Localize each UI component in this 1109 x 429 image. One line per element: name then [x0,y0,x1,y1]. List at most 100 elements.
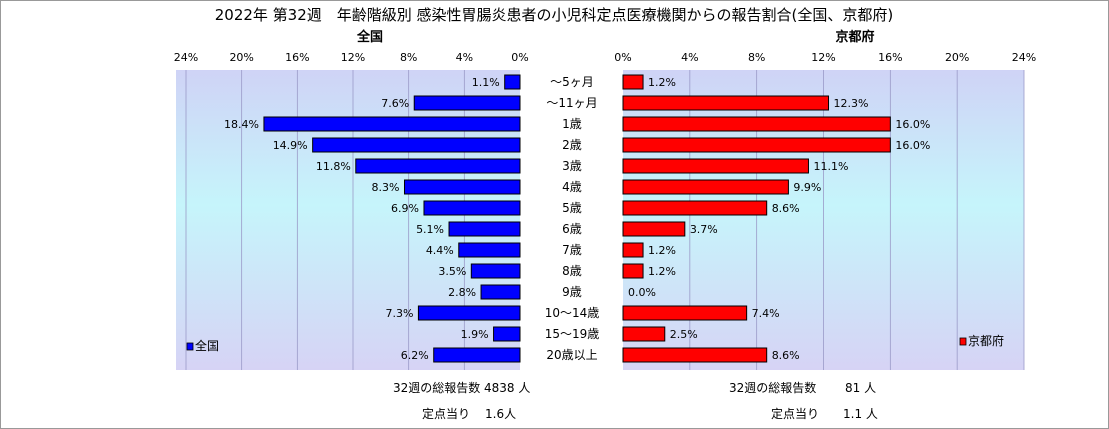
right-summary: 32週の総報告数 81 人 定点当り 1.1 人 [729,380,878,421]
right-bar [622,305,748,321]
category-label: 1歳 [562,117,582,131]
left-bar-label: 6.2% [401,349,429,362]
left-bar-label: 11.8% [316,160,351,173]
left-bar [413,95,521,111]
right-total-value: 81 人 [845,381,876,395]
right-per-value: 1.1 人 [843,407,878,421]
left-bar-label: 3.5% [438,265,466,278]
category-label: 7歳 [562,243,582,257]
left-x-tick-label: 4% [456,51,473,64]
right-bar-label: 2.5% [670,328,698,341]
left-panel-title: 全国 [356,29,383,45]
left-bar [504,74,521,90]
left-x-tick-label: 16% [285,51,309,64]
right-bar [622,116,891,132]
right-bar-label: 11.1% [813,160,848,173]
category-label: 8歳 [562,264,582,278]
left-total-label: 32週の総報告数 [393,380,480,395]
left-x-tick-label: 24% [174,51,198,64]
left-bar [458,242,521,258]
left-bar [263,116,521,132]
right-x-tick-label: 12% [811,51,835,64]
right-bar [622,242,644,258]
right-x-tick-label: 8% [748,51,765,64]
left-bar [448,221,521,237]
left-bar [417,305,521,321]
right-bar [622,221,686,237]
category-label: 4歳 [562,180,582,194]
category-label: 9歳 [562,285,582,299]
right-bar [622,326,666,342]
left-bar [355,158,521,174]
left-bar-label: 1.9% [461,328,489,341]
left-legend-swatch [186,342,194,351]
left-x-tick-label: 8% [400,51,417,64]
category-label: 15～19歳 [545,327,600,341]
left-total-value: 4838 人 [484,381,530,395]
right-bar-label: 9.9% [793,181,821,194]
right-bar [622,74,644,90]
category-label: 2歳 [562,138,582,152]
right-bar [622,263,644,279]
right-bar-label: 1.2% [648,76,676,89]
left-bar [433,347,521,363]
left-bar [493,326,521,342]
right-x-tick-label: 24% [1012,51,1036,64]
left-bar [312,137,521,153]
right-x-tick-label: 4% [681,51,698,64]
left-bar-label: 14.9% [273,139,308,152]
left-bar-label: 7.3% [385,307,413,320]
right-legend-label: 京都府 [968,333,1004,348]
left-bar-label: 7.6% [381,97,409,110]
right-bar-label: 7.4% [752,307,780,320]
category-label: ～11ヶ月 [546,96,597,110]
left-bar-label: 18.4% [224,118,259,131]
right-per-label: 定点当り [771,406,819,421]
right-bar-label: 16.0% [895,118,930,131]
left-bar [480,284,521,300]
right-bar-label: 0.0% [628,286,656,299]
category-label: 5歳 [562,201,582,215]
left-bar-label: 8.3% [372,181,400,194]
right-bar-label: 12.3% [834,97,869,110]
right-bar [622,158,809,174]
left-summary: 32週の総報告数 4838 人 定点当り 1.6人 [393,380,530,421]
category-label: 10～14歳 [545,306,600,320]
left-bar [423,200,521,216]
category-label: 6歳 [562,222,582,236]
right-x-tick-label: 0% [614,51,631,64]
chart-title: 2022年 第32週 年齢階級別 感染性胃腸炎患者の小児科定点医療機関からの報告… [215,6,894,24]
right-x-tick-label: 20% [945,51,969,64]
left-bar-label: 1.1% [472,76,500,89]
right-panel-title: 京都府 [835,29,874,45]
right-legend: 京都府 [959,333,1004,348]
left-x-tick-label: 20% [229,51,253,64]
right-bar [622,95,830,111]
right-x-tick-label: 16% [878,51,902,64]
left-bar-label: 5.1% [416,223,444,236]
right-bar-label: 1.2% [648,265,676,278]
left-bar-label: 2.8% [448,286,476,299]
category-label: ～5ヶ月 [550,75,594,89]
right-bar-label: 8.6% [772,349,800,362]
left-bar [403,179,521,195]
left-bar [470,263,521,279]
left-bar-label: 4.4% [426,244,454,257]
category-label: 3歳 [562,159,582,173]
right-bar [622,200,768,216]
right-bar-label: 3.7% [690,223,718,236]
right-legend-swatch [959,337,967,346]
left-x-tick-label: 12% [341,51,365,64]
left-x-tick-label: 0% [511,51,528,64]
left-plot-area [176,70,520,370]
left-bar-label: 6.9% [391,202,419,215]
right-bar-label: 1.2% [648,244,676,257]
left-legend-label: 全国 [195,338,219,353]
category-label: 20歳以上 [546,348,597,362]
right-bar-label: 16.0% [895,139,930,152]
left-per-value: 1.6人 [485,407,516,421]
right-bar [622,137,891,153]
right-bar [622,347,768,363]
left-per-label: 定点当り [422,406,470,421]
